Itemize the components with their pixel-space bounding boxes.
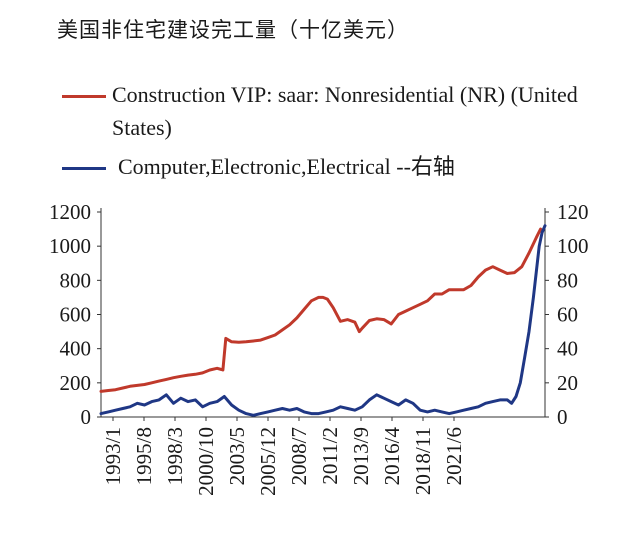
x-tick-label: 2008/7 <box>287 427 311 485</box>
y-right-tick-label: 40 <box>557 337 578 361</box>
y-left-tick-label: 400 <box>60 337 92 361</box>
y-right-tick-label: 120 <box>557 200 589 224</box>
y-right-tick-label: 100 <box>557 234 589 258</box>
y-left-tick-label: 600 <box>60 303 92 327</box>
legend-label-construction: Construction VIP: saar: Nonresidential (… <box>112 82 578 140</box>
x-tick-label: 2018/11 <box>411 427 435 495</box>
x-tick-label: 2005/12 <box>256 427 280 496</box>
chart-title: 美国非住宅建设完工量（十亿美元） <box>57 18 409 42</box>
y-left-tick-label: 1000 <box>49 234 91 258</box>
x-tick-label: 2000/10 <box>194 427 218 496</box>
y-right-tick-label: 60 <box>557 303 578 327</box>
x-tick-label: 2016/4 <box>380 427 404 486</box>
x-tick-label: 2013/9 <box>349 427 373 485</box>
y-left-tick-label: 0 <box>81 405 92 429</box>
x-tick-label: 1998/3 <box>163 427 187 485</box>
y-right-tick-label: 80 <box>557 268 578 292</box>
y-right-tick-label: 0 <box>557 405 568 429</box>
y-left-tick-label: 1200 <box>49 200 91 224</box>
x-tick-label: 2011/2 <box>318 427 342 485</box>
y-right-tick-label: 20 <box>557 371 578 395</box>
legend-swatch-computer <box>62 167 106 170</box>
legend-label-computer: Computer,Electronic,Electrical --右轴 <box>118 154 455 179</box>
x-tick-label: 1993/1 <box>101 427 125 485</box>
legend-swatch-construction <box>62 95 106 98</box>
x-tick-label: 1995/8 <box>132 427 156 485</box>
series-line-construction <box>99 227 543 393</box>
x-tick-label: 2021/6 <box>442 427 466 485</box>
y-left-tick-label: 200 <box>60 371 92 395</box>
x-tick-label: 2003/5 <box>225 427 249 485</box>
y-left-tick-label: 800 <box>60 268 92 292</box>
series-line-computer <box>99 224 547 417</box>
